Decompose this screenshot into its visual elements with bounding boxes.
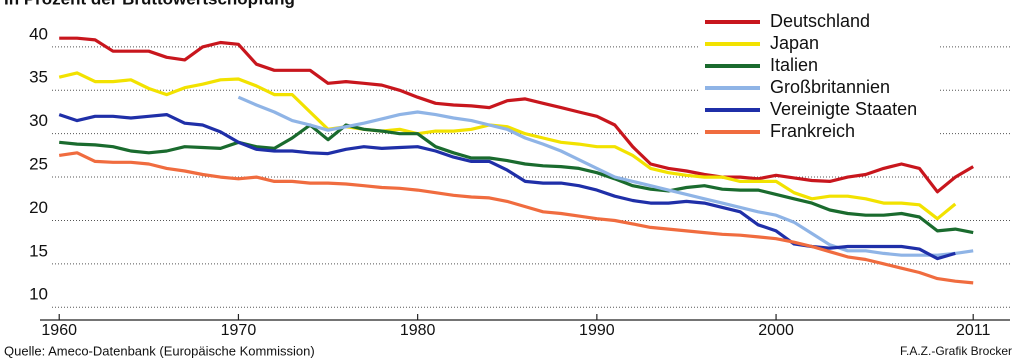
source-note: Quelle: Ameco-Datenbank (Europäische Kom… [4,343,315,358]
y-tick-label: 20 [29,198,48,217]
y-tick-label: 40 [29,24,48,43]
chart-title: In Prozent der Bruttowertschöpfung [4,0,295,8]
y-tick-label: 35 [29,68,48,87]
x-tick-label: 1960 [41,322,77,339]
legend-box [700,8,940,144]
legend-label: Vereinigte Staaten [770,99,917,119]
x-tick-label: 2011 [956,322,991,339]
series-line [237,95,974,257]
series-line [59,36,975,194]
y-tick-label: 10 [29,285,48,304]
legend-label: Japan [770,33,819,53]
legend-label: Deutschland [770,11,870,31]
y-tick-label: 30 [29,111,48,130]
credit-note: F.A.Z.-Grafik Brocker [900,344,1012,358]
y-tick-label: 25 [29,155,48,174]
y-tick-label: 15 [29,241,48,260]
series-line [58,151,974,285]
legend-label: Großbritannien [770,77,890,97]
legend-label: Italien [770,55,818,75]
x-tick-label: 1990 [579,322,615,339]
legend-label: Frankreich [770,121,855,141]
series-line [58,71,957,221]
series-line [59,123,974,235]
x-tick-label: 1980 [400,322,436,339]
x-tick-label: 1970 [221,322,257,339]
x-tick-label: 2000 [758,322,794,339]
